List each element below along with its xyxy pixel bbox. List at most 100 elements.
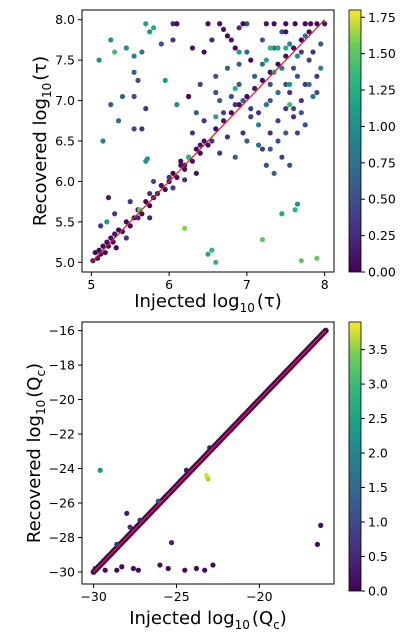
y-tick-label: −16: [49, 323, 75, 338]
data-point: [224, 33, 231, 39]
data-point: [168, 540, 175, 546]
data-point: [279, 65, 285, 71]
data-point: [287, 81, 293, 87]
data-point: [157, 562, 163, 568]
data-point: [182, 567, 188, 573]
data-point: [283, 45, 289, 51]
data-point: [279, 29, 285, 35]
data-point: [298, 97, 304, 104]
data-point: [263, 57, 269, 63]
data-point: [220, 110, 227, 116]
data-point: [240, 21, 246, 27]
y-tick-label: 7.0: [55, 93, 75, 108]
data-point: [209, 37, 215, 43]
data-point: [143, 21, 149, 27]
data-point: [201, 138, 207, 144]
data-point: [131, 69, 137, 75]
data-point: [147, 190, 153, 197]
data-point: [298, 37, 304, 43]
data-point: [298, 110, 304, 116]
y-tick-label: 6.5: [55, 134, 75, 149]
data-point: [290, 45, 297, 51]
colorbar-tick-label: 1.50: [368, 46, 396, 61]
data-point: [259, 77, 266, 83]
data-point: [255, 122, 262, 128]
data-point: [298, 49, 304, 55]
data-point: [183, 467, 190, 473]
x-tick-label: −20: [246, 589, 272, 604]
data-point: [240, 130, 246, 136]
colorbar-ticks: 0.0 0.5 1.0 1.5 2.0 2.5 3.0 3.5: [361, 342, 388, 599]
data-point: [209, 247, 215, 253]
data-point: [224, 65, 231, 71]
colorbar-tick-label: 1.0: [368, 515, 388, 530]
data-point: [112, 231, 118, 237]
data-point: [306, 29, 312, 35]
data-point: [290, 114, 297, 120]
tau-scatter-panel: 5 6 7 8 5.0 5.5 6.0 6.5 7.0 7.5 8.0 Injected log1…: [30, 9, 396, 315]
data-point: [279, 154, 285, 160]
data-point: [232, 85, 238, 92]
colorbar-tick-label: 1.75: [368, 10, 396, 25]
data-point: [259, 146, 266, 152]
data-point: [185, 93, 192, 100]
qc-scatter-panel: −30 −25 −20 −30 −28 −26 −24 −22 −20 −18 −16 Injec…: [24, 321, 388, 632]
data-point: [135, 77, 141, 83]
data-point: [290, 106, 297, 112]
data-point: [205, 21, 211, 27]
data-point: [217, 150, 223, 156]
data-point: [314, 255, 320, 261]
data-point: [259, 37, 266, 43]
data-point: [232, 45, 238, 51]
data-point: [287, 41, 293, 47]
data-point: [244, 93, 250, 100]
data-point: [244, 21, 250, 27]
data-point: [178, 162, 184, 168]
data-point: [182, 166, 188, 172]
data-point: [279, 211, 285, 217]
data-point: [105, 195, 112, 201]
colorbar-tick-label: 1.25: [368, 83, 396, 98]
data-point: [127, 524, 133, 530]
colorbar-tick-label: 0.50: [368, 192, 396, 207]
data-point: [127, 223, 133, 229]
data-point: [131, 53, 137, 59]
y-ticks: −30 −28 −26 −24 −22 −20 −18 −16: [49, 323, 82, 579]
data-point: [193, 110, 199, 116]
data-point: [123, 235, 129, 241]
identity-line: [90, 19, 326, 263]
data-point: [217, 21, 223, 27]
data-point: [130, 565, 136, 572]
data-point: [310, 49, 316, 55]
x-tick-label: −25: [163, 589, 189, 604]
data-point: [290, 65, 297, 71]
data-point: [112, 49, 118, 55]
data-point: [220, 118, 227, 124]
data-point: [170, 37, 176, 43]
data-point: [185, 154, 192, 160]
x-ticks: −30 −25 −20: [80, 584, 273, 604]
data-point: [102, 567, 108, 573]
x-axis-label: Injected log10 (Qc): [129, 608, 287, 632]
data-point: [119, 93, 126, 100]
data-point: [287, 162, 293, 168]
colorbar-tick-label: 0.0: [368, 584, 388, 599]
y-tick-label: −26: [49, 495, 75, 510]
y-tick-label: 6.0: [55, 174, 75, 189]
data-point: [139, 211, 145, 217]
y-axis-label: Recovered log10(Qc): [24, 363, 48, 543]
y-tick-label: 8.0: [55, 12, 75, 27]
data-point: [197, 150, 203, 156]
data-point: [292, 21, 298, 27]
data-point: [310, 93, 316, 100]
data-point: [158, 182, 164, 189]
data-point: [97, 467, 103, 473]
data-point: [228, 93, 234, 100]
colorbar-ticks: 0.00 0.25 0.50 0.75 1.00 1.25 1.50 1.75: [361, 10, 396, 280]
data-point: [232, 102, 238, 108]
colorbar-tick-label: 0.75: [368, 155, 396, 170]
colorbar-tick-label: 3.0: [368, 377, 388, 392]
data-point: [236, 61, 242, 67]
y-ticks: 5.0 5.5 6.0 6.5 7.0 7.5 8.0: [55, 12, 82, 270]
